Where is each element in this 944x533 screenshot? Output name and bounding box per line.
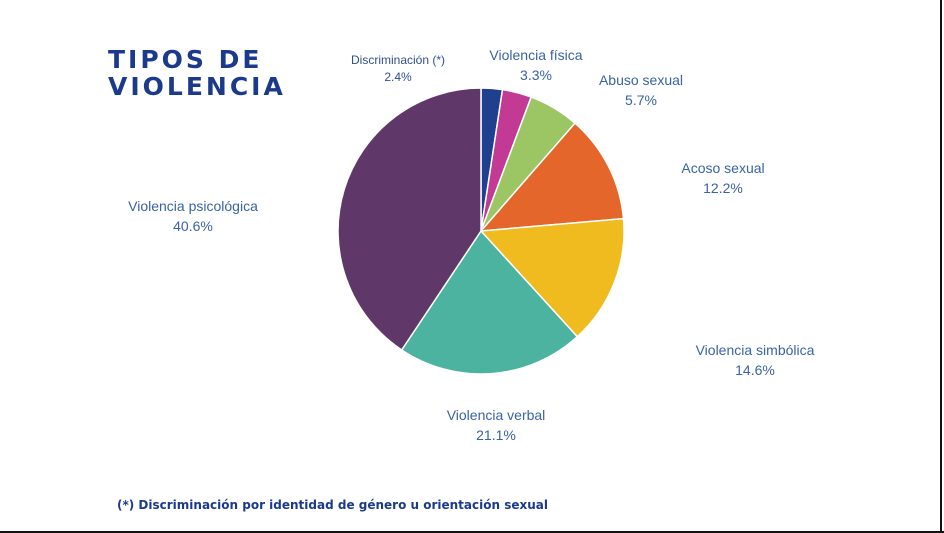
slice-label-abuso-sexual: Abuso sexual 5.7%: [599, 70, 683, 110]
slice-label-acoso-sexual-name: Acoso sexual: [681, 160, 765, 176]
slice-label-discriminacion-value: 2.4%: [384, 70, 412, 84]
slice-label-violencia-fisica-name: Violencia física: [489, 47, 583, 63]
chart-title: TIPOS DE VIOLENCIA: [108, 46, 286, 100]
slice-label-abuso-sexual-name: Abuso sexual: [598, 72, 684, 88]
pie-slice-acoso-sexual: [479, 122, 625, 232]
pie-slice-violencia-psicologica: [337, 87, 482, 352]
slice-label-acoso-sexual-value: 12.2%: [703, 180, 743, 196]
slice-label-violencia-simbolica-name: Violencia simbólica: [695, 342, 815, 358]
slice-label-violencia-fisica-value: 3.3%: [520, 67, 552, 83]
slice-label-violencia-psicologica: Violencia psicológica 40.6%: [128, 196, 258, 236]
chart-title-line-1: TIPOS DE: [108, 45, 263, 74]
pie-slice-violencia-simbolica: [479, 217, 625, 338]
frame-border-right: [940, 0, 942, 533]
slice-label-acoso-sexual: Acoso sexual 12.2%: [681, 158, 764, 198]
frame-border-bottom: [0, 531, 944, 533]
footnote: (*) Discriminación por identidad de géne…: [117, 498, 548, 512]
slice-label-violencia-verbal: Violencia verbal 21.1%: [447, 405, 546, 445]
pie-slice-violencia-verbal: [400, 229, 579, 375]
slice-label-discriminacion-name: Discriminación (*): [350, 53, 446, 67]
slice-label-violencia-verbal-name: Violencia verbal: [446, 407, 546, 423]
slice-label-violencia-fisica: Violencia física 3.3%: [489, 45, 582, 85]
slice-label-discriminacion: Discriminación (*) 2.4%: [351, 52, 445, 86]
chart-title-line-2: VIOLENCIA: [108, 72, 286, 101]
slice-label-violencia-psicologica-value: 40.6%: [173, 218, 213, 234]
slice-label-violencia-psicologica-name: Violencia psicológica: [128, 198, 258, 214]
slice-label-abuso-sexual-value: 5.7%: [625, 92, 657, 108]
slice-label-violencia-simbolica-value: 14.6%: [735, 362, 775, 378]
slice-label-violencia-verbal-value: 21.1%: [476, 427, 516, 443]
slice-label-violencia-simbolica: Violencia simbólica 14.6%: [696, 340, 815, 380]
